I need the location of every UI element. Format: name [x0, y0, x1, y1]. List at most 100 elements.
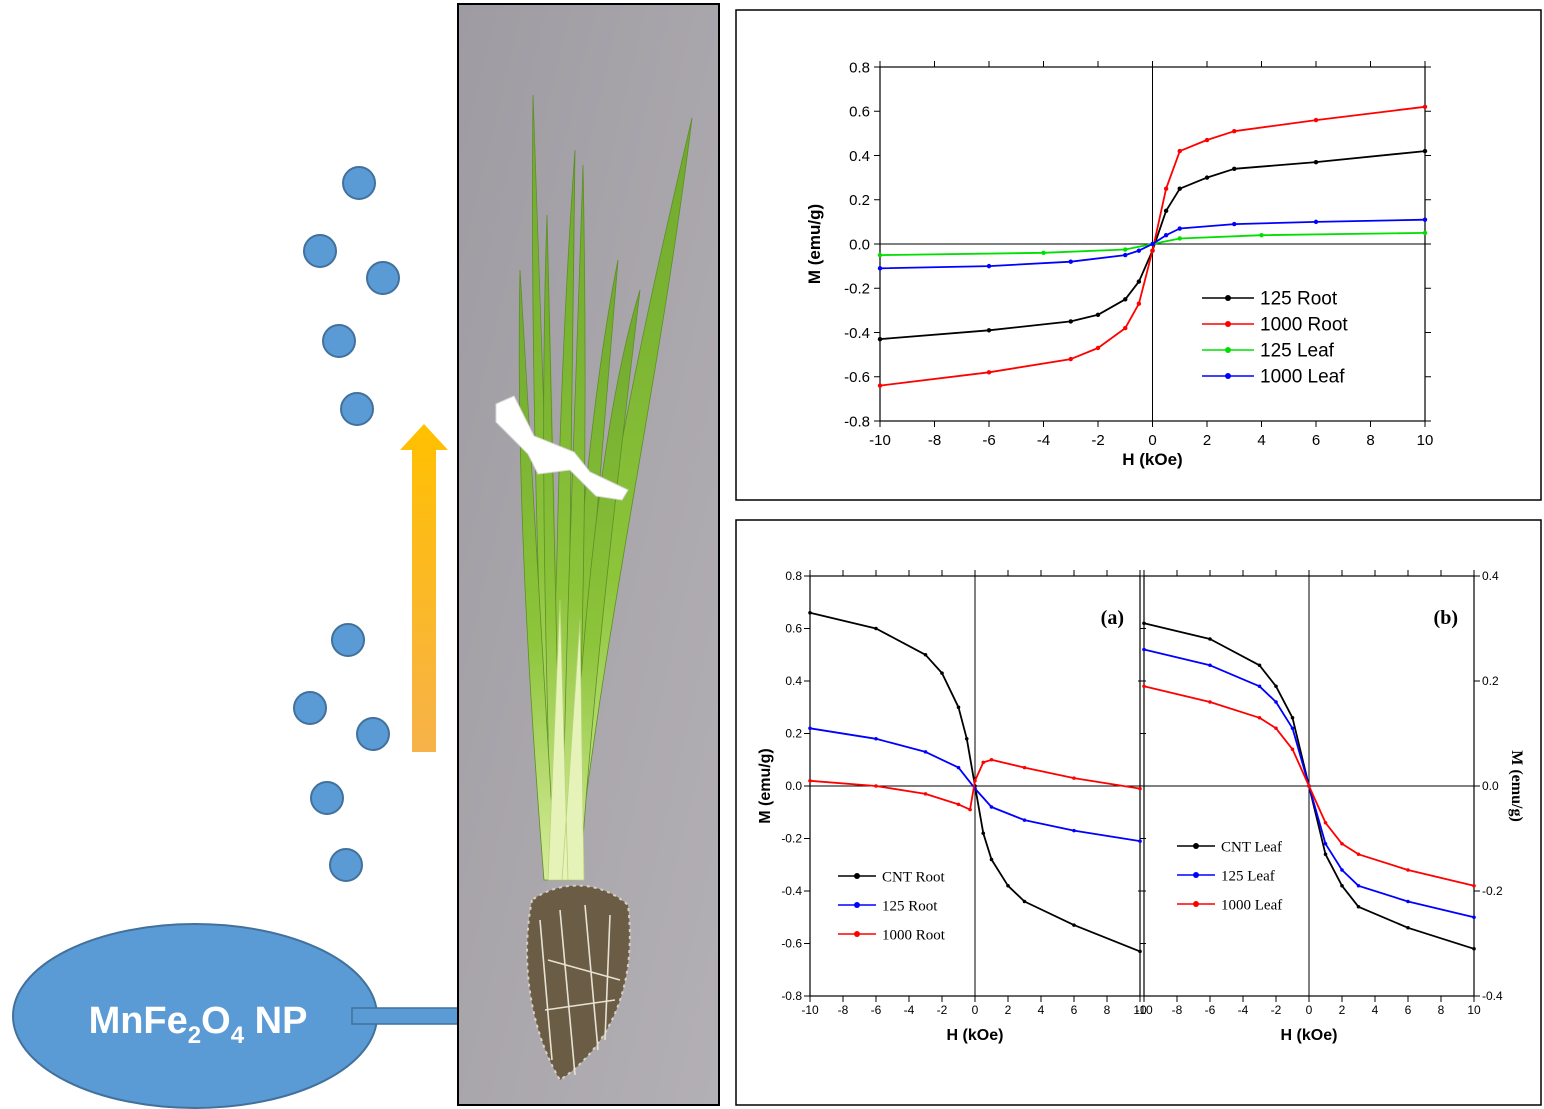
data-point: [1422, 217, 1428, 222]
data-point: [1095, 345, 1101, 351]
data-point: [940, 671, 944, 675]
x-tick-label: 10: [1417, 432, 1434, 449]
data-point: [986, 263, 992, 269]
data-point: [1313, 159, 1319, 165]
data-point: [1163, 232, 1169, 238]
legend-marker: [1193, 843, 1199, 849]
data-point: [1340, 841, 1344, 846]
data-point: [1006, 883, 1010, 888]
legend-marker: [1225, 347, 1231, 353]
top-chart: -10 -8 -6 -4 -2 0 2 4 6 8 10 -0.8 -0.6 -0.4 -0.2 0.0 0.2…: [805, 59, 1433, 469]
x-tick-label: 6: [1405, 1003, 1412, 1017]
data-point: [1142, 647, 1146, 652]
nanoparticle-dot: [303, 234, 337, 268]
label-sub-2: 2: [188, 1022, 201, 1049]
upward-arrow-icon: [400, 424, 448, 752]
data-point: [1150, 248, 1155, 253]
data-point: [1307, 784, 1311, 788]
nanoparticle-dot: [329, 848, 363, 882]
data-point: [1340, 868, 1344, 872]
data-point: [1138, 949, 1142, 954]
legend-label: CNT Root: [882, 869, 945, 885]
y-tick-label: -0.4: [844, 325, 870, 342]
x-tick-label: -8: [838, 1003, 849, 1017]
x-tick-label: -10: [869, 432, 891, 449]
y-tick-label: -0.2: [1482, 884, 1503, 898]
data-point: [956, 802, 961, 807]
x-tick-label: 4: [1038, 1003, 1045, 1017]
data-point: [1068, 319, 1073, 324]
x-tick-label: 10: [1467, 1003, 1481, 1017]
legend-label: 1000 Leaf: [1260, 367, 1345, 388]
data-point: [956, 765, 961, 770]
data-point: [1257, 684, 1262, 689]
data-point: [1232, 221, 1237, 227]
data-point: [808, 610, 812, 615]
legend-marker: [1193, 872, 1199, 878]
data-point: [1313, 219, 1319, 225]
x-tick-label: 0: [972, 1003, 979, 1017]
x-axis-label: H (kOe): [947, 1027, 1004, 1044]
data-point: [808, 778, 812, 783]
data-point: [1323, 841, 1328, 846]
y-tick-label: 0.2: [1482, 674, 1499, 688]
x-tick-label: -4: [1238, 1003, 1249, 1017]
x-axis-label: H (kOe): [1281, 1027, 1338, 1044]
legend-label: 1000 Root: [1260, 315, 1348, 336]
nanoparticle-dot: [331, 623, 365, 657]
y-tick-label: -0.6: [844, 369, 870, 386]
x-tick-label: -4: [1037, 432, 1050, 449]
data-point: [1204, 175, 1210, 180]
legend-marker: [854, 931, 860, 937]
data-point: [877, 383, 883, 388]
data-point: [1177, 148, 1182, 154]
data-point: [1290, 726, 1295, 731]
x-tick-label: -6: [871, 1003, 882, 1017]
data-point: [1340, 883, 1344, 888]
data-point: [1208, 700, 1212, 704]
panel-label: (b): [1434, 607, 1458, 629]
x-tick-label: 6: [1071, 1003, 1078, 1017]
nanoparticle-dot: [342, 166, 376, 200]
label-tail: NP: [244, 1000, 307, 1042]
x-axis-label: H (kOe): [1122, 450, 1182, 469]
data-point: [877, 336, 883, 342]
data-point: [989, 805, 994, 809]
data-point: [1204, 137, 1210, 143]
legend-marker: [1193, 901, 1199, 907]
data-point: [1123, 297, 1128, 302]
data-point: [1138, 839, 1142, 843]
x-tick-label: 8: [1366, 432, 1374, 449]
chart-b: -10 -8 -6 -4 -2 0 2 4 6 8 10-0.4-0.20.00.20.4H (kO…: [1135, 569, 1525, 1044]
x-tick-label: 0: [1306, 1003, 1313, 1017]
nanoparticle-label: MnFe2O4 NP: [89, 1000, 308, 1049]
data-point: [877, 266, 883, 271]
data-point: [1257, 715, 1262, 720]
data-point: [1150, 241, 1155, 247]
data-point: [986, 370, 992, 375]
data-point: [1163, 186, 1169, 191]
y-axis-label: M (emu/g): [757, 748, 774, 824]
data-point: [1257, 663, 1262, 668]
data-point: [986, 328, 992, 333]
plant-roots: [526, 884, 631, 1082]
x-tick-label: 2: [1005, 1003, 1012, 1017]
data-point: [1142, 684, 1146, 689]
panel-label: (a): [1101, 607, 1124, 629]
x-tick-label: -6: [982, 432, 995, 449]
nanoparticle-dot: [340, 392, 374, 426]
x-tick-label: 0: [1148, 432, 1156, 449]
x-tick-label: 8: [1438, 1003, 1445, 1017]
label-main: MnFe: [89, 1000, 188, 1042]
data-point: [1274, 684, 1278, 689]
plant-leaves: [518, 94, 693, 881]
legend-label: 1000 Leaf: [1221, 897, 1282, 913]
data-point: [1356, 883, 1361, 888]
data-point: [1041, 250, 1046, 256]
data-point: [808, 726, 812, 731]
data-point: [1406, 899, 1410, 904]
label-sub-4: 4: [231, 1022, 245, 1049]
chart-a: -10 -8 -6 -4 -2 0 2 4 6 8 10 -0.8 -0.6 -0.4 -0.2 0.0 0.2…: [757, 569, 1147, 1044]
data-point: [1136, 248, 1142, 253]
data-point: [989, 857, 994, 862]
